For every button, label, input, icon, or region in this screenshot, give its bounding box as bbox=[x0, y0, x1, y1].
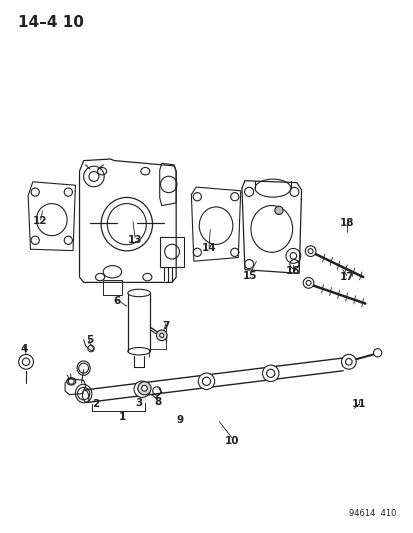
Text: 8: 8 bbox=[154, 397, 161, 407]
Bar bbox=[159, 237, 184, 266]
Circle shape bbox=[198, 373, 214, 390]
Text: 7: 7 bbox=[162, 321, 169, 331]
Text: 4: 4 bbox=[20, 344, 28, 353]
Text: 14–4 10: 14–4 10 bbox=[18, 15, 83, 30]
Text: 6: 6 bbox=[113, 296, 120, 306]
Circle shape bbox=[141, 385, 147, 391]
Text: 10: 10 bbox=[224, 436, 238, 446]
Circle shape bbox=[373, 349, 381, 357]
Text: 3: 3 bbox=[135, 398, 142, 408]
Ellipse shape bbox=[128, 289, 150, 297]
Circle shape bbox=[304, 246, 315, 256]
Text: 11: 11 bbox=[351, 399, 366, 409]
Text: 94614  410: 94614 410 bbox=[348, 509, 395, 518]
Text: 18: 18 bbox=[339, 218, 353, 228]
Circle shape bbox=[274, 206, 282, 214]
Text: 17: 17 bbox=[339, 272, 353, 282]
Text: 5: 5 bbox=[86, 335, 93, 344]
Text: 14: 14 bbox=[201, 243, 216, 253]
Text: 1: 1 bbox=[119, 413, 126, 422]
Circle shape bbox=[134, 381, 150, 398]
Circle shape bbox=[341, 354, 356, 369]
Text: 9: 9 bbox=[176, 415, 183, 425]
Circle shape bbox=[262, 365, 278, 382]
Circle shape bbox=[302, 278, 313, 288]
Text: 16: 16 bbox=[285, 266, 300, 276]
Circle shape bbox=[159, 333, 164, 337]
Text: 13: 13 bbox=[128, 235, 142, 245]
Circle shape bbox=[156, 330, 167, 341]
Text: 15: 15 bbox=[242, 271, 257, 281]
Text: 2: 2 bbox=[92, 399, 100, 409]
Text: 12: 12 bbox=[33, 216, 47, 227]
Circle shape bbox=[138, 382, 151, 395]
Bar bbox=[103, 280, 121, 295]
